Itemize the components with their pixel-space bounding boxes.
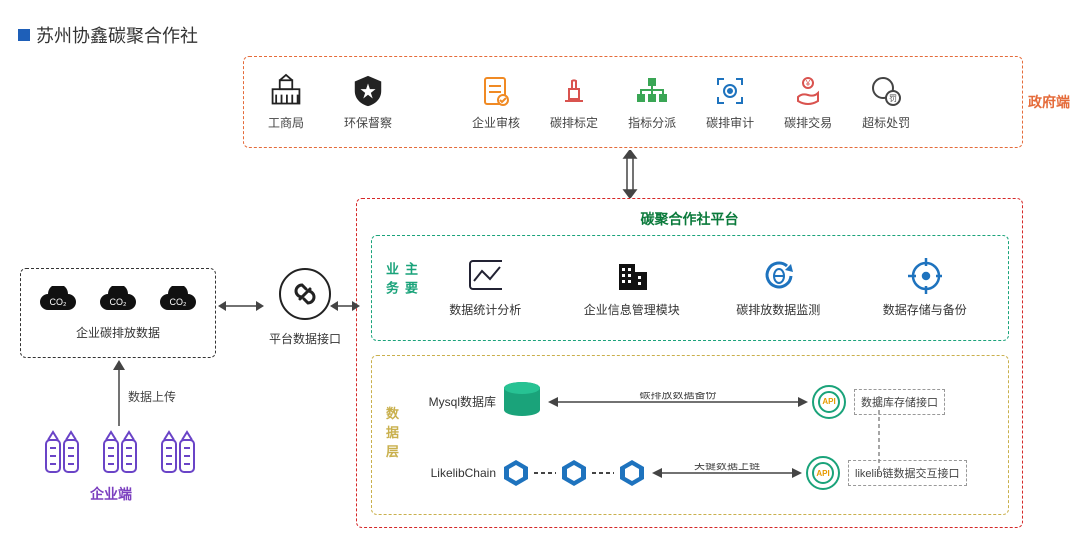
data-layer-section: 数据层 Mysql数据库 碳排放数据备份 API 数据库存储接口 Likelib… xyxy=(371,355,1009,515)
api-node-likelib: API xyxy=(806,456,840,490)
svg-text:CO₂: CO₂ xyxy=(110,297,128,307)
platform-section: 碳聚合作社平台 主要业务 数据统计分析 企业信息管理模块 碳排放数据监测 xyxy=(356,198,1023,528)
chain-node-icon xyxy=(558,457,590,489)
enterprise-section-label: 企业端 xyxy=(90,484,132,504)
gov-item-label: 碳排审计 xyxy=(706,114,754,131)
gov-section-label: 政府端 xyxy=(1028,92,1070,112)
arrow-mysql-api: 碳排放数据备份 xyxy=(548,392,808,412)
gov-item-label: 环保督察 xyxy=(344,114,392,131)
biz-section-label: 主要业务 xyxy=(382,262,420,314)
gov-item-zhibiao: 指标分派 xyxy=(628,74,676,131)
svg-text:¥: ¥ xyxy=(805,79,811,88)
biz-item-guanli: 企业信息管理模块 xyxy=(567,259,697,318)
doc-icon xyxy=(479,74,513,108)
svg-text:罚: 罚 xyxy=(889,94,897,103)
biz-item-tongji: 数据统计分析 xyxy=(420,259,550,318)
co2-row: CO₂ CO₂ CO₂ xyxy=(36,286,200,316)
data-row-mysql: Mysql数据库 碳排放数据备份 API 数据库存储接口 xyxy=(412,380,994,423)
likelib-api-label: likelib链数据交互接口 xyxy=(848,460,967,486)
arrow-api-platform xyxy=(330,298,360,314)
target-icon xyxy=(908,259,942,293)
gov-item-label: 碳排标定 xyxy=(550,114,598,131)
chart-icon xyxy=(468,259,502,293)
gov-right-group: 企业审核 碳排标定 指标分派 碳排审计 ¥ 碳排交易 xyxy=(472,74,910,131)
arrow-upload xyxy=(112,360,126,426)
gov-item-huanbao: 环保督察 xyxy=(344,74,392,131)
enterprise-data-label: 企业碳排放数据 xyxy=(76,324,160,341)
likelib-label: LikelibChain xyxy=(412,466,496,480)
gov-item-label: 超标处罚 xyxy=(862,114,910,131)
building-purple-icon xyxy=(158,428,198,474)
data-layer-label: 数据层 xyxy=(382,407,401,464)
chain-node-icon xyxy=(500,457,532,489)
gov-item-gongshangju: 工商局 xyxy=(268,74,304,131)
co2-cloud-icon: CO₂ xyxy=(96,286,140,316)
api-text: API xyxy=(816,469,829,478)
biz-item-beifen: 数据存储与备份 xyxy=(860,259,990,318)
data-row-likelib: LikelibChain 关键数据上链 API likelib链数据交互接口 xyxy=(412,456,994,490)
api-text: API xyxy=(822,397,835,406)
page-title: 苏州协鑫碳聚合作社 xyxy=(36,22,198,48)
platform-title: 碳聚合作社平台 xyxy=(357,209,1022,229)
biz-items: 数据统计分析 企业信息管理模块 碳排放数据监测 数据存储与备份 xyxy=(412,236,998,340)
database-icon xyxy=(500,380,544,423)
enterprise-data-box: CO₂ CO₂ CO₂ 企业碳排放数据 xyxy=(20,268,216,358)
likelib-arrow-label: 关键数据上链 xyxy=(694,463,760,472)
gavel-icon: 罚 xyxy=(869,74,903,108)
co2-cloud-icon: CO₂ xyxy=(156,286,200,316)
gov-item-label: 企业审核 xyxy=(472,114,520,131)
gov-item-shenhe: 企业审核 xyxy=(472,74,520,131)
hand-icon: ¥ xyxy=(791,74,825,108)
api-node-mysql: API xyxy=(812,385,846,419)
refresh-icon xyxy=(761,259,795,293)
title-bullet-icon xyxy=(18,29,30,41)
biz-item-label: 碳排放数据监测 xyxy=(736,301,820,318)
biz-item-label: 企业信息管理模块 xyxy=(584,301,680,318)
mysql-arrow-label: 碳排放数据备份 xyxy=(640,392,717,401)
biz-section: 主要业务 数据统计分析 企业信息管理模块 碳排放数据监测 xyxy=(371,235,1009,341)
gov-item-label: 工商局 xyxy=(268,114,304,131)
stamp-icon xyxy=(557,74,591,108)
gov-item-shenji: 碳排审计 xyxy=(706,74,754,131)
gov-item-jiaoyi: ¥ 碳排交易 xyxy=(784,74,832,131)
biz-item-jiance: 碳排放数据监测 xyxy=(713,259,843,318)
biz-item-label: 数据统计分析 xyxy=(449,301,521,318)
api-interface-label: 平台数据接口 xyxy=(269,330,341,347)
building-purple-icon xyxy=(42,428,82,474)
gov-item-biaoding: 碳排标定 xyxy=(550,74,598,131)
tree-icon xyxy=(635,74,669,108)
api-connector xyxy=(878,396,880,474)
arrow-gov-platform xyxy=(620,150,640,198)
co2-cloud-icon: CO₂ xyxy=(36,286,80,316)
gov-item-chufa: 罚 超标处罚 xyxy=(862,74,910,131)
scan-icon xyxy=(713,74,747,108)
gov-section: 政府端 工商局 环保督察 企业审核 碳排标定 xyxy=(243,56,1023,148)
upload-label: 数据上传 xyxy=(128,388,176,405)
enterprise-buildings xyxy=(42,428,198,474)
chain-node-icon xyxy=(616,457,648,489)
link-icon xyxy=(279,268,331,320)
arrow-likelib-api: 关键数据上链 xyxy=(652,463,802,483)
building-icon xyxy=(269,74,303,108)
gov-left-group: 工商局 环保督察 xyxy=(268,74,392,131)
arrow-entdata-api xyxy=(218,298,264,314)
mysql-api-label: 数据库存储接口 xyxy=(854,389,945,415)
gov-item-label: 碳排交易 xyxy=(784,114,832,131)
svg-text:CO₂: CO₂ xyxy=(50,297,68,307)
page-title-row: 苏州协鑫碳聚合作社 xyxy=(18,22,198,48)
mysql-label: Mysql数据库 xyxy=(412,393,496,410)
svg-text:CO₂: CO₂ xyxy=(170,297,188,307)
building-purple-icon xyxy=(100,428,140,474)
badge-icon xyxy=(351,74,385,108)
building2-icon xyxy=(615,259,649,293)
gov-item-label: 指标分派 xyxy=(628,114,676,131)
biz-item-label: 数据存储与备份 xyxy=(883,301,967,318)
chain-nodes xyxy=(500,457,648,489)
